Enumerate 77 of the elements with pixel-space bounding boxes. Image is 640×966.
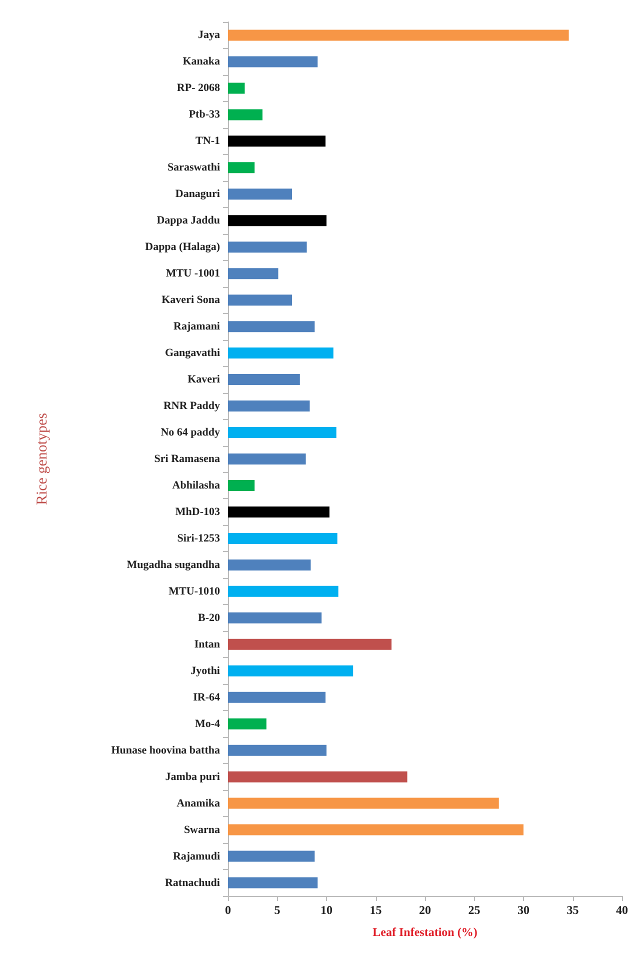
y-tick-label: B-20: [198, 612, 220, 624]
x-tick-label: 35: [566, 903, 579, 917]
bar: [228, 718, 266, 730]
bar: [228, 400, 310, 412]
y-tick-label: Mugadha sugandha: [126, 558, 220, 571]
y-tick-label: RP- 2068: [176, 82, 220, 94]
bar: [228, 136, 326, 147]
x-tick-label: 25: [468, 903, 480, 917]
bar: [228, 242, 307, 253]
bar: [228, 188, 292, 200]
y-tick-label: MTU -1001: [166, 268, 220, 280]
bar: [228, 850, 315, 862]
y-tick-label: Gangavathi: [164, 347, 220, 360]
x-tick-label: 0: [225, 903, 231, 917]
bar: [228, 294, 292, 306]
x-tick-label: 30: [518, 903, 530, 917]
bar: [228, 877, 318, 888]
y-tick-label: Hunase hoovina battha: [111, 744, 220, 756]
y-tick-label: TN-1: [196, 135, 220, 148]
y-tick-label: Saraswathi: [167, 162, 220, 174]
y-tick-label: No 64 paddy: [160, 426, 220, 439]
y-tick-label: Kanaka: [182, 56, 220, 68]
bar: [228, 771, 408, 782]
y-tick-label: Intan: [194, 638, 220, 650]
bar: [228, 612, 322, 624]
y-tick-label: MTU-1010: [168, 585, 220, 598]
y-tick-label: Danaguri: [175, 188, 220, 200]
bar: [228, 506, 330, 518]
bar: [228, 162, 255, 174]
y-axis-title: Rice genotypes: [34, 412, 50, 506]
y-tick-label: Jamba puri: [165, 770, 220, 783]
y-tick-label: IR-64: [193, 691, 220, 704]
bar: [228, 374, 300, 386]
y-tick-label: RNR Paddy: [163, 400, 220, 412]
y-tick-label: Ratnachudi: [164, 876, 220, 889]
y-tick-label: Kaveri Sona: [162, 294, 220, 306]
bar: [228, 348, 334, 359]
bar: [228, 586, 338, 597]
y-tick-label: Rajamani: [174, 320, 220, 333]
bar: [228, 215, 326, 226]
y-tick-label: Siri-1253: [177, 532, 220, 544]
y-tick-label: Swarna: [184, 824, 220, 836]
bar: [228, 321, 315, 332]
y-tick-label: Ptb-33: [188, 108, 220, 121]
bar: [228, 268, 278, 280]
bar: [228, 454, 306, 464]
x-tick-label: 40: [616, 903, 628, 917]
bar: [228, 798, 499, 809]
bar: [228, 824, 524, 836]
bar: [228, 82, 245, 94]
x-axis-title: Leaf Infestation (%): [372, 925, 478, 939]
x-tick-label: 20: [419, 903, 431, 917]
y-tick-label: Abhilasha: [172, 479, 220, 492]
x-tick-label: 5: [274, 903, 280, 917]
bar: [228, 532, 338, 544]
bar: [228, 744, 326, 756]
bar: [228, 480, 255, 491]
y-tick-label: Rajamudi: [172, 850, 220, 862]
bar: [228, 427, 336, 438]
bar: [228, 56, 318, 68]
x-tick-label: 15: [370, 903, 382, 917]
y-tick-label: Anamika: [176, 797, 220, 810]
bar: [228, 665, 354, 676]
y-tick-label: Dappa (Halaga): [145, 241, 220, 254]
y-tick-label: Kaveri: [188, 374, 220, 386]
bar: [228, 692, 326, 703]
y-tick-label: Sri Ramasena: [154, 453, 220, 465]
x-tick-label: 10: [320, 903, 332, 917]
bar: [228, 559, 311, 570]
bar: [228, 30, 569, 41]
y-tick-label: Jaya: [198, 29, 220, 42]
bar: [228, 638, 392, 650]
y-tick-label: Jyothi: [190, 664, 220, 677]
y-tick-label: MhD-103: [175, 506, 220, 518]
y-tick-label: Mo-4: [194, 718, 220, 730]
y-tick-label: Dappa Jaddu: [156, 214, 220, 227]
bar: [228, 109, 262, 120]
